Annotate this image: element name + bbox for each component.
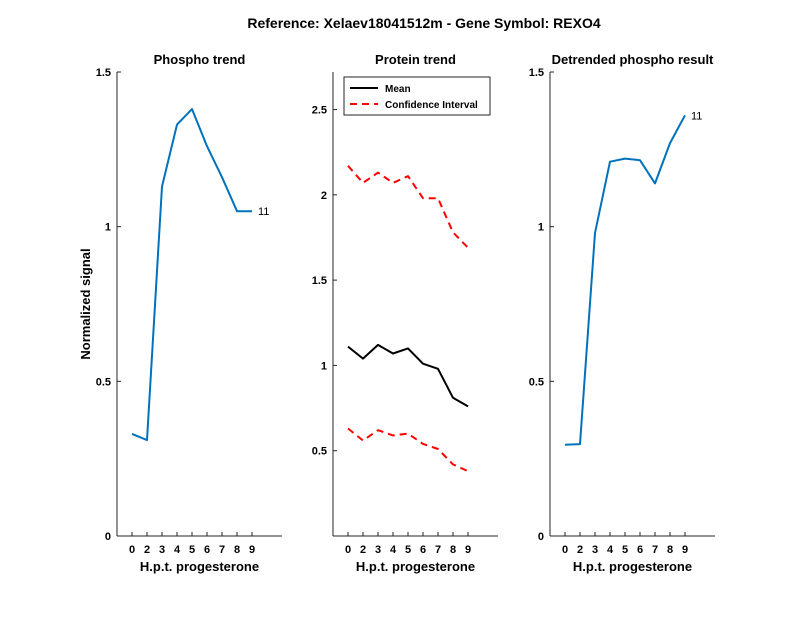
panel-title: Phospho trend bbox=[154, 52, 246, 67]
x-tick-label: 2 bbox=[360, 544, 366, 556]
x-axis-label: H.p.t. progesterone bbox=[573, 559, 692, 574]
series-line bbox=[564, 114, 686, 446]
y-tick-label: 0.5 bbox=[96, 376, 111, 388]
series-line bbox=[131, 108, 252, 442]
x-tick-label: 6 bbox=[420, 544, 426, 556]
x-tick-label: 8 bbox=[234, 544, 240, 556]
x-tick-label: 4 bbox=[390, 544, 397, 556]
x-axis-label: H.p.t. progesterone bbox=[140, 559, 259, 574]
legend-entry-label: Confidence Interval bbox=[385, 100, 478, 111]
x-tick-label: 7 bbox=[652, 544, 658, 556]
x-tick-label: 4 bbox=[174, 544, 181, 556]
x-tick-label: 0 bbox=[345, 544, 351, 556]
x-tick-label: 3 bbox=[592, 544, 598, 556]
y-tick-label: 1 bbox=[321, 360, 327, 372]
y-tick-label: 0 bbox=[105, 531, 111, 543]
x-tick-label: 0 bbox=[562, 544, 568, 556]
y-axis-label: Normalized signal bbox=[78, 248, 93, 359]
x-tick-label: 8 bbox=[667, 544, 673, 556]
x-tick-label: 6 bbox=[204, 544, 210, 556]
x-tick-label: 4 bbox=[607, 544, 614, 556]
y-tick-label: 0.5 bbox=[312, 446, 327, 458]
panel-title: Protein trend bbox=[375, 52, 456, 67]
y-tick-label: 1.5 bbox=[312, 275, 327, 287]
y-tick-label: 1.5 bbox=[529, 67, 544, 79]
x-tick-label: 5 bbox=[622, 544, 628, 556]
x-tick-label: 0 bbox=[129, 544, 135, 556]
series-line-confidence-interval bbox=[347, 165, 469, 249]
x-tick-label: 2 bbox=[144, 544, 150, 556]
x-tick-label: 2 bbox=[577, 544, 583, 556]
x-tick-label: 3 bbox=[375, 544, 381, 556]
x-tick-label: 5 bbox=[189, 544, 195, 556]
x-tick-label: 5 bbox=[405, 544, 411, 556]
y-tick-label: 1.5 bbox=[96, 67, 111, 79]
x-tick-label: 9 bbox=[682, 544, 688, 556]
x-tick-label: 3 bbox=[159, 544, 165, 556]
y-tick-label: 1 bbox=[105, 222, 111, 234]
y-tick-label: 0.5 bbox=[529, 376, 544, 388]
y-tick-label: 2.5 bbox=[312, 105, 327, 117]
y-tick-label: 0 bbox=[538, 531, 544, 543]
legend-entry-label: Mean bbox=[385, 84, 411, 95]
x-tick-label: 8 bbox=[450, 544, 456, 556]
series-end-label: 11 bbox=[258, 206, 269, 218]
x-tick-label: 6 bbox=[637, 544, 643, 556]
y-tick-label: 1 bbox=[538, 222, 544, 234]
series-end-label: 11 bbox=[691, 110, 702, 122]
panel-title: Detrended phospho result bbox=[552, 52, 714, 67]
figure-title: Reference: Xelaev18041512m - Gene Symbol… bbox=[247, 15, 601, 31]
x-tick-label: 7 bbox=[219, 544, 225, 556]
series-line-mean bbox=[347, 343, 469, 408]
y-tick-label: 2 bbox=[321, 190, 327, 202]
x-axis-label: H.p.t. progesterone bbox=[356, 559, 475, 574]
x-tick-label: 9 bbox=[249, 544, 255, 556]
x-tick-label: 9 bbox=[465, 544, 471, 556]
series-line-confidence-interval bbox=[347, 427, 469, 473]
x-tick-label: 7 bbox=[435, 544, 441, 556]
legend-box bbox=[343, 76, 491, 116]
